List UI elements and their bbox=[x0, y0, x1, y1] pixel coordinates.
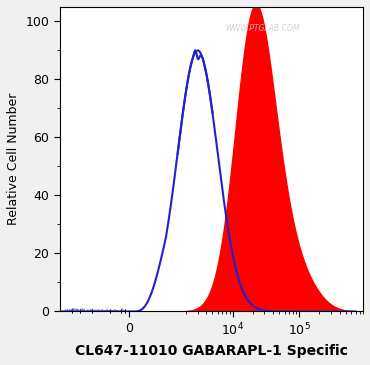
Y-axis label: Relative Cell Number: Relative Cell Number bbox=[7, 93, 20, 226]
X-axis label: CL647-11010 GABARAPL-1 Specific: CL647-11010 GABARAPL-1 Specific bbox=[75, 344, 348, 358]
Text: WWW.PTGLAB.COM: WWW.PTGLAB.COM bbox=[226, 24, 300, 33]
